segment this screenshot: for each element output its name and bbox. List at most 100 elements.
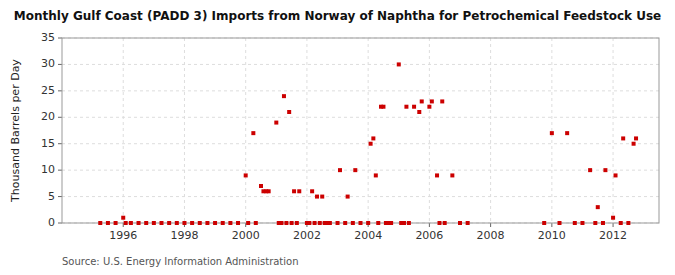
axes: 0510152025303519961998200020022004200620…	[41, 31, 659, 242]
y-tick	[58, 117, 62, 118]
point	[621, 136, 625, 140]
point	[430, 99, 434, 103]
y-tick-label: 5	[48, 190, 55, 203]
x-tick-label: 2010	[538, 229, 566, 242]
x-tick	[490, 223, 491, 227]
point	[114, 221, 118, 225]
x-tick-label: 2008	[477, 229, 505, 242]
point	[374, 173, 378, 177]
point	[318, 221, 322, 225]
point	[371, 136, 375, 140]
point	[601, 221, 605, 225]
point	[338, 168, 342, 172]
point	[450, 173, 454, 177]
point	[236, 221, 240, 225]
point	[292, 189, 296, 193]
y-tick	[58, 170, 62, 171]
y-tick	[58, 223, 62, 224]
y-tick-label: 20	[41, 110, 55, 123]
point	[359, 221, 363, 225]
y-tick	[58, 196, 62, 197]
y-grid-line	[62, 90, 659, 91]
plot-frame	[62, 38, 659, 223]
y-grid-line	[62, 196, 659, 197]
point	[205, 221, 209, 225]
y-grid-line	[62, 64, 659, 65]
point	[440, 99, 444, 103]
point	[287, 110, 291, 114]
point	[336, 221, 340, 225]
point	[160, 221, 164, 225]
point	[297, 189, 301, 193]
point	[282, 94, 286, 98]
point	[366, 221, 370, 225]
point	[190, 221, 194, 225]
point	[573, 221, 577, 225]
point	[376, 221, 380, 225]
point	[152, 221, 156, 225]
point	[328, 221, 332, 225]
y-tick-label: 0	[48, 216, 55, 229]
point	[290, 221, 294, 225]
point	[137, 221, 141, 225]
point	[121, 216, 125, 220]
x-tick-label: 2004	[354, 229, 382, 242]
x-tick	[613, 223, 614, 227]
y-grid-line	[62, 170, 659, 171]
annotation: Source: U.S. Energy Information Administ…	[62, 256, 299, 267]
x-grid-line	[551, 38, 552, 223]
point	[280, 221, 284, 225]
point	[417, 110, 421, 114]
point	[307, 221, 311, 225]
point	[106, 221, 110, 225]
y-tick-label: 30	[41, 57, 55, 70]
x-tick	[245, 223, 246, 227]
point	[313, 221, 317, 225]
point	[580, 221, 584, 225]
point	[198, 221, 202, 225]
point	[458, 221, 462, 225]
point	[404, 105, 408, 109]
point	[254, 221, 258, 225]
x-tick	[551, 223, 552, 227]
title: Monthly Gulf Coast (PADD 3) Imports from…	[14, 9, 661, 23]
x-grid-line	[245, 38, 246, 223]
point	[213, 221, 217, 225]
point	[320, 195, 324, 199]
y-tick-label: 15	[41, 137, 55, 150]
y-tick-label: 25	[41, 84, 55, 97]
point	[244, 173, 248, 177]
point	[246, 221, 250, 225]
point	[310, 189, 314, 193]
point	[402, 221, 406, 225]
x-tick-label: 2000	[232, 229, 260, 242]
x-tick-label: 2002	[293, 229, 321, 242]
point	[407, 221, 411, 225]
point	[98, 221, 102, 225]
point	[315, 195, 319, 199]
point	[369, 142, 373, 146]
point	[614, 173, 618, 177]
chart: 0510152025303519961998200020022004200620…	[0, 0, 675, 275]
point	[420, 99, 424, 103]
point	[443, 221, 447, 225]
point	[144, 221, 148, 225]
point	[389, 221, 393, 225]
x-grid-line	[613, 38, 614, 223]
point	[550, 131, 554, 135]
point	[466, 221, 470, 225]
point	[353, 168, 357, 172]
point	[412, 105, 416, 109]
point	[124, 221, 128, 225]
y-tick	[58, 143, 62, 144]
point	[182, 221, 186, 225]
point	[251, 131, 255, 135]
point	[228, 221, 232, 225]
x-tick	[123, 223, 124, 227]
point	[437, 221, 441, 225]
point	[284, 221, 288, 225]
point	[558, 221, 562, 225]
x-tick	[429, 223, 430, 227]
point	[626, 221, 630, 225]
y-tick-label: 35	[41, 31, 55, 44]
